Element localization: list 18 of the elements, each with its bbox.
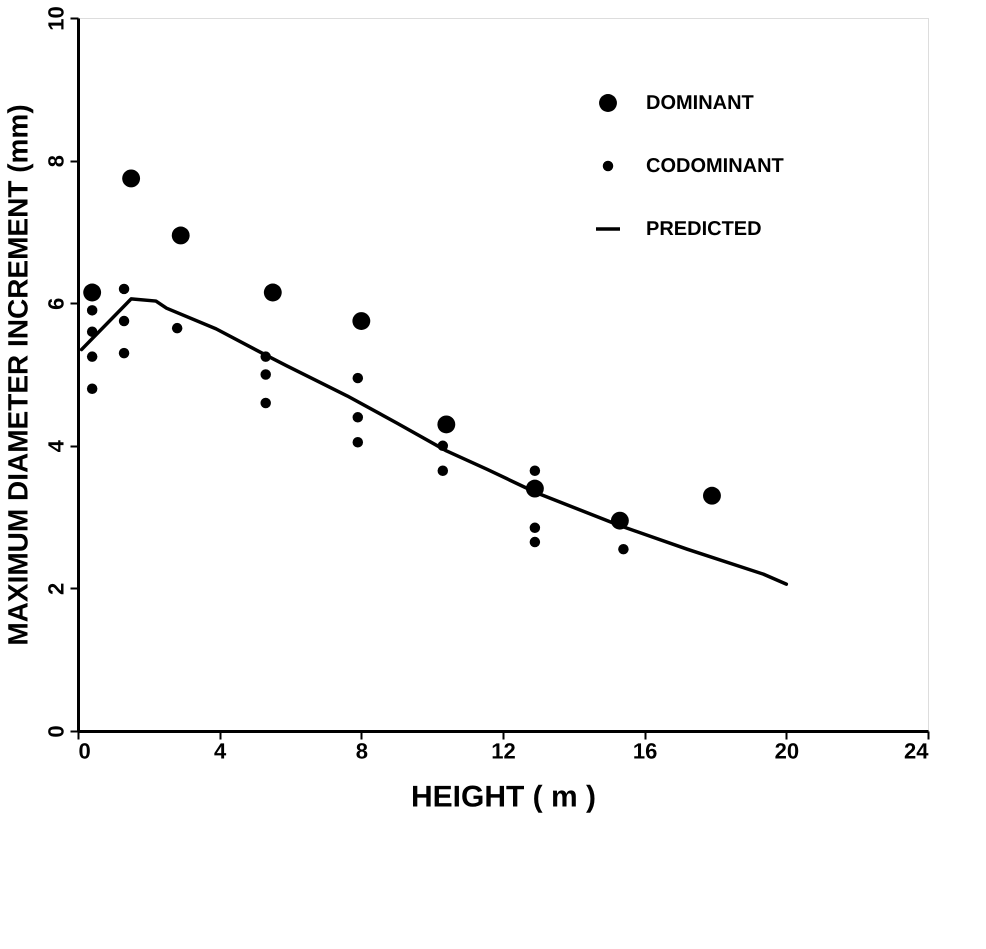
x-tick-label: 8 xyxy=(356,738,368,764)
legend-label: CODOMINANT xyxy=(646,155,784,177)
x-tick-label: 0 xyxy=(78,738,91,764)
y-tick-label: 4 xyxy=(44,439,68,452)
x-tick-label: 20 xyxy=(774,738,800,764)
y-axis-title: MAXIMUM DIAMETER INCREMENT (mm) xyxy=(2,104,34,646)
legend-label: PREDICTED xyxy=(646,218,762,240)
x-axis-title: HEIGHT ( m ) xyxy=(411,780,596,814)
legend-label: DOMINANT xyxy=(646,92,754,114)
y-tick-label: 0 xyxy=(44,725,68,738)
y-tick-label: 8 xyxy=(44,154,68,168)
x-tick-label: 24 xyxy=(904,738,930,764)
x-tick-label: 4 xyxy=(214,738,228,764)
y-tick-label: 2 xyxy=(44,582,68,596)
x-tick-label: 12 xyxy=(491,738,516,764)
x-tick-label: 16 xyxy=(632,738,658,764)
y-tick-label: 6 xyxy=(44,298,68,310)
y-tick-label: 10 xyxy=(44,6,68,31)
